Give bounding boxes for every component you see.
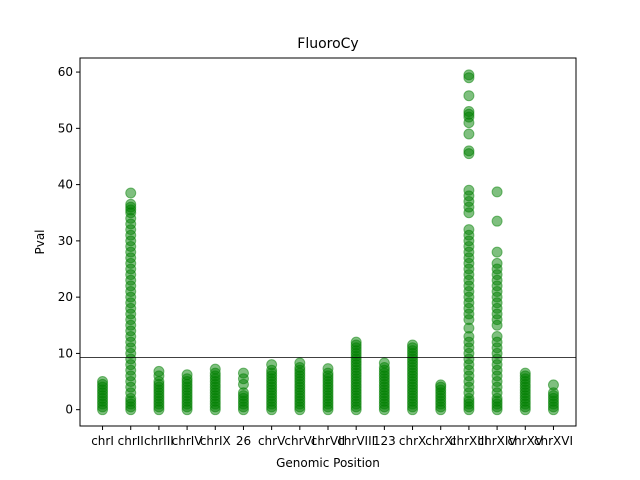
point [463, 145, 475, 157]
point [125, 198, 137, 210]
x-tick-label: chrIV [172, 434, 204, 448]
x-tick-label: chrIII [144, 434, 174, 448]
point [209, 363, 221, 375]
point [322, 363, 334, 375]
y-axis-label: Pval [33, 229, 47, 254]
x-tick-label: chrI [91, 434, 114, 448]
x-tick-label: chrXI [425, 434, 456, 448]
x-tick-label: chrXVI [534, 434, 573, 448]
y-tick-label: 50 [58, 121, 73, 135]
x-tick-label: chrII [118, 434, 144, 448]
x-tick-label: chrIX [200, 434, 231, 448]
point [547, 379, 559, 391]
x-tick-label: chrXIV [478, 434, 518, 448]
x-axis-label: Genomic Position [276, 456, 380, 470]
x-tick-label: chrXIII [450, 434, 488, 448]
point [463, 105, 475, 117]
plot-area [80, 69, 576, 416]
x-tick-label: chrV [258, 434, 286, 448]
point [378, 357, 390, 369]
x-tick-label: chrXV [507, 434, 543, 448]
point [463, 69, 475, 81]
point [407, 339, 419, 351]
y-tick-label: 60 [58, 65, 73, 79]
point [153, 365, 165, 377]
y-tick-label: 10 [58, 346, 73, 360]
point [491, 186, 503, 198]
point [491, 331, 503, 343]
x-tick-label: chrVIII [337, 434, 375, 448]
point [463, 128, 475, 140]
x-tick-label: 123 [373, 434, 396, 448]
point [463, 224, 475, 236]
point [491, 246, 503, 258]
point [266, 359, 278, 371]
point [491, 215, 503, 227]
point [237, 367, 249, 379]
x-tick-label: chrVI [284, 434, 315, 448]
point [294, 357, 306, 369]
point [491, 257, 503, 269]
point [181, 369, 193, 381]
chart-title: FluoroCy [297, 36, 358, 52]
point [435, 379, 447, 391]
y-tick-label: 30 [58, 234, 73, 248]
point [463, 90, 475, 102]
x-tick-label: chrX [399, 434, 426, 448]
y-tick-label: 40 [58, 178, 73, 192]
x-tick-label: chrVII [311, 434, 345, 448]
point [350, 336, 362, 348]
y-tick-label: 20 [58, 290, 73, 304]
point [97, 376, 109, 388]
point [519, 367, 531, 379]
point [463, 184, 475, 196]
point [125, 187, 137, 199]
y-tick-label: 0 [65, 403, 73, 417]
x-tick-label: 26 [236, 434, 251, 448]
